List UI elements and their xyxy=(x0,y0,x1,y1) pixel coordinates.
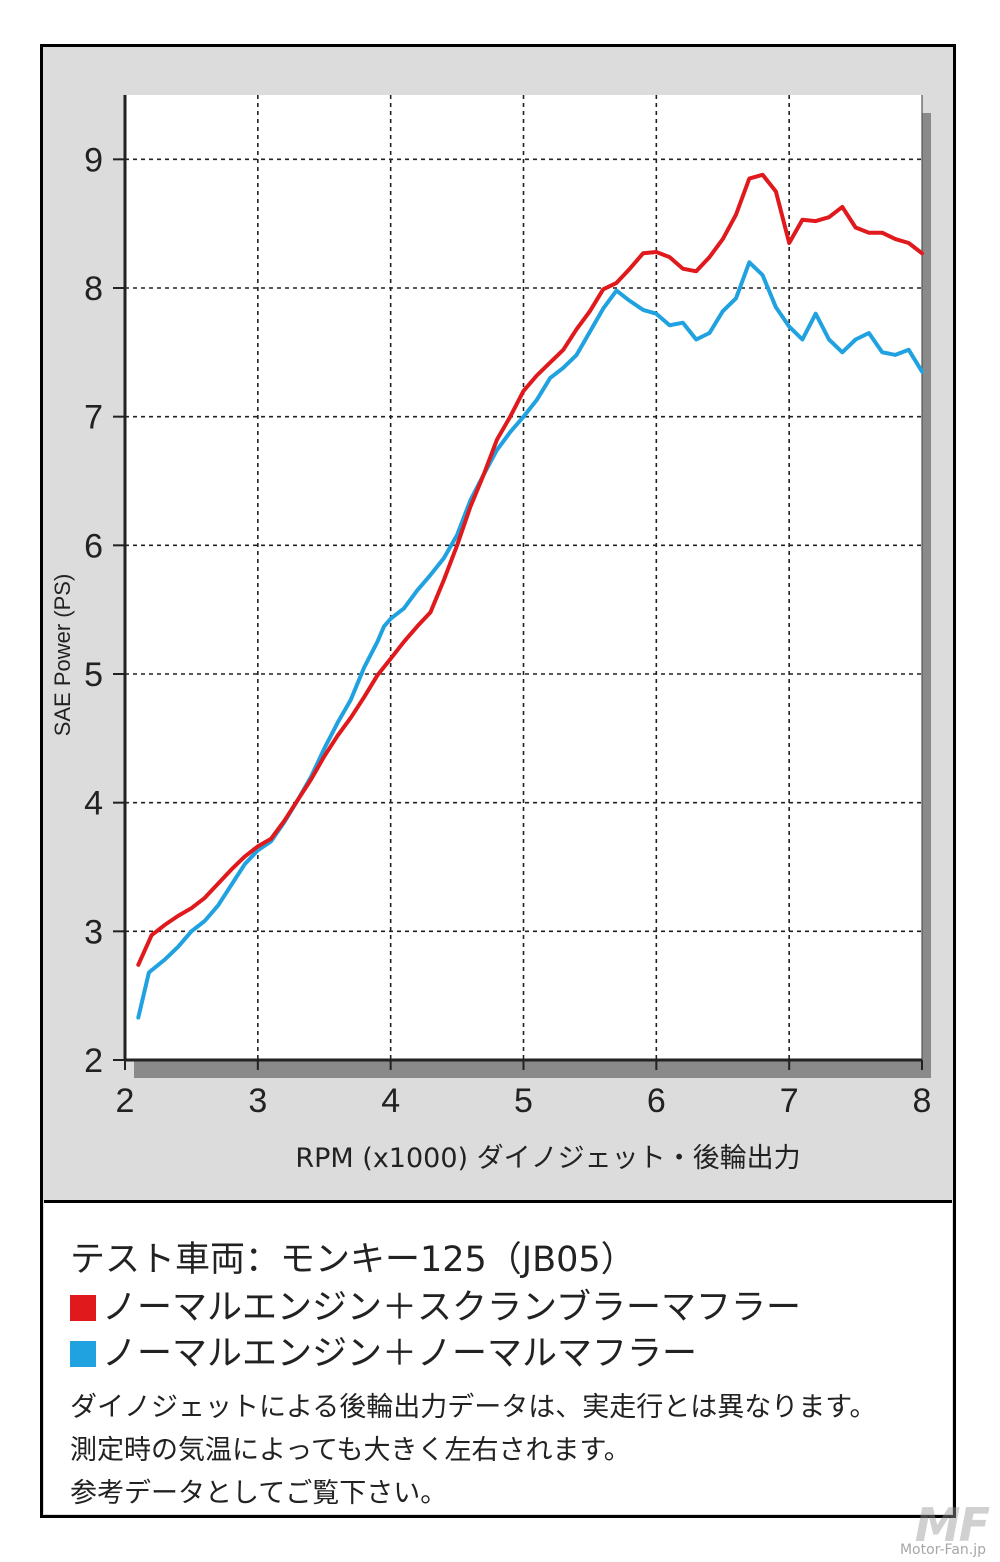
x-tick-label-6: 6 xyxy=(647,1082,666,1120)
note-line-3: 参考データとしてご覧下さい。 xyxy=(70,1478,448,1509)
y-axis-label: SAE Power (PS) xyxy=(50,574,75,737)
series-line-normal xyxy=(136,260,924,1020)
y-tick-label-4: 4 xyxy=(84,785,103,823)
x-tick-label-8: 8 xyxy=(913,1082,932,1120)
y-tick-label-5: 5 xyxy=(84,656,103,694)
legend-label-normal: ノーマルエンジン＋ノーマルマフラー xyxy=(102,1334,698,1374)
x-tick-label-5: 5 xyxy=(514,1082,533,1120)
legend-item-normal: ノーマルエンジン＋ノーマルマフラー xyxy=(70,1325,697,1376)
tick-labels: 2 3 4 5 6 7 8 2 3 4 5 6 7 8 9 xyxy=(84,141,931,1120)
power-chart: 2 3 4 5 6 7 8 2 3 4 5 6 7 8 9 SAE Power (PS) RPM (x100… xyxy=(50,95,931,1174)
y-tick-label-9: 9 xyxy=(84,141,103,179)
motor-fan-watermark: MF Motor-Fan.jp xyxy=(838,1498,990,1558)
info-box: テスト車両：モンキー125（JB05） ノーマルエンジン＋スクランブラーマフラー… xyxy=(44,1200,952,1514)
note-line-2: 測定時の気温によっても大きく左右されます。 xyxy=(70,1435,631,1466)
y-tick-label-6: 6 xyxy=(84,527,103,565)
legend-item-scrambler: ノーマルエンジン＋スクランブラーマフラー xyxy=(70,1279,801,1330)
x-tick-label-7: 7 xyxy=(780,1082,799,1120)
test-vehicle-label: テスト車両：モンキー125（JB05） xyxy=(70,1240,636,1280)
y-tick-label-3: 3 xyxy=(84,913,103,951)
watermark-logo: MF xyxy=(914,1498,990,1552)
note-line-1: ダイノジェットによる後輪出力データは、実走行とは異なります。 xyxy=(70,1392,877,1423)
x-tick-label-3: 3 xyxy=(248,1082,267,1120)
legend-label-scrambler: ノーマルエンジン＋スクランブラーマフラー xyxy=(102,1288,801,1328)
axes xyxy=(113,95,923,1070)
x-axis-label: RPM (x1000) ダイノジェット・後輪出力 xyxy=(295,1143,800,1174)
x-tick-label-4: 4 xyxy=(381,1082,400,1120)
watermark-site: Motor-Fan.jp xyxy=(899,1542,986,1558)
series-line-scrambler xyxy=(136,172,924,967)
x-tick-label-2: 2 xyxy=(116,1082,135,1120)
y-tick-label-7: 7 xyxy=(84,399,103,437)
legend-swatch-blue xyxy=(70,1341,96,1367)
y-tick-label-2: 2 xyxy=(84,1042,103,1080)
legend-swatch-red xyxy=(70,1295,96,1321)
grid xyxy=(125,95,923,1060)
y-tick-label-8: 8 xyxy=(84,270,103,308)
series xyxy=(136,172,924,1020)
